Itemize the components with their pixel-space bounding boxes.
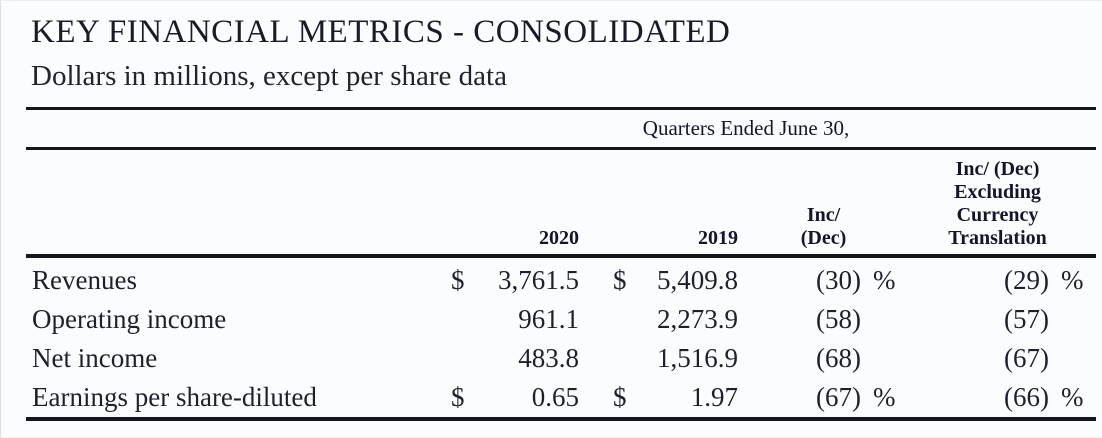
percent-sign: % [873, 265, 896, 295]
currency-symbol-2019: $ [613, 378, 643, 421]
value-excl-currency: (57) [1004, 304, 1049, 334]
column-header-inc-dec-excluding-currency: Inc/ (Dec) Excluding Currency Translatio… [946, 148, 1097, 258]
column-gap [906, 148, 946, 258]
financial-metrics-table: Quarters Ended June 30, 2020 2019 Inc/ (… [26, 107, 1097, 421]
column-header-2020: 2020 [451, 148, 579, 258]
percent-sign [861, 339, 906, 378]
table-column-header-row: 2020 2019 Inc/ (Dec) Inc/ (Dec) Excludin… [26, 148, 1097, 258]
table-row-earnings-per-share-diluted: Earnings per share-diluted $ 0.65 $ 1.97… [26, 378, 1097, 421]
cell-gap [906, 339, 946, 378]
column-header-spacer [26, 148, 451, 258]
column-gap [738, 148, 786, 258]
page-subtitle: Dollars in millions, except per share da… [31, 60, 507, 92]
group-header-quarters-ended: Quarters Ended June 30, [451, 108, 1097, 150]
value-excl-currency: (29) [1004, 265, 1049, 295]
currency-symbol-2020 [451, 339, 481, 378]
value-2019: 1.97 [643, 378, 738, 421]
value-2019: 5,409.8 [657, 265, 738, 295]
row-label: Net income [32, 343, 158, 373]
cell-gap [579, 339, 613, 378]
cell-gap [906, 378, 946, 421]
value-inc-dec: (30) [816, 265, 861, 295]
currency-symbol-2020 [451, 300, 481, 339]
column-header-inc-dec: Inc/ (Dec) [786, 148, 906, 258]
cell-gap [738, 256, 786, 300]
currency-symbol-2019 [613, 339, 643, 378]
value-inc-dec: (68) [816, 343, 861, 373]
value-2020: 483.8 [518, 343, 579, 373]
percent-sign [1049, 300, 1096, 339]
column-header-2019: 2019 [613, 148, 738, 258]
cell-gap [579, 378, 613, 421]
value-2019: 1,516.9 [657, 343, 738, 373]
currency-symbol-2019 [613, 300, 643, 339]
table-row-net-income: Net income 483.8 1,516.9 (68) (67) [26, 339, 1096, 378]
page-title: KEY FINANCIAL METRICS - CONSOLIDATED [31, 14, 731, 50]
value-2020: 0.65 [481, 378, 579, 421]
row-label: Operating income [32, 304, 227, 334]
table-row-operating-income: Operating income 961.1 2,273.9 (58) (57) [26, 300, 1096, 339]
cell-gap [906, 256, 946, 300]
document-header: KEY FINANCIAL METRICS - CONSOLIDATED Dol… [1, 1, 1102, 97]
cell-gap [579, 300, 613, 339]
row-label: Earnings per share-diluted [26, 378, 451, 421]
currency-symbol-2020: $ [451, 378, 481, 421]
percent-sign: % [1049, 378, 1097, 421]
column-gap [579, 148, 613, 258]
percent-sign [1049, 339, 1096, 378]
currency-symbol-2019: $ [613, 265, 627, 295]
value-excl-currency: (67) [1004, 343, 1049, 373]
group-header-spacer [26, 108, 451, 150]
value-excl-currency: (66) [946, 378, 1049, 421]
value-2020: 961.1 [518, 304, 579, 334]
cell-gap [738, 339, 786, 378]
cell-gap [906, 300, 946, 339]
value-inc-dec: (58) [816, 304, 861, 334]
row-label: Revenues [32, 265, 137, 295]
currency-symbol-2020: $ [451, 265, 465, 295]
value-inc-dec: (67) [786, 378, 861, 421]
percent-sign: % [1061, 265, 1084, 295]
value-2020: 3,761.5 [498, 265, 579, 295]
value-2019: 2,273.9 [657, 304, 738, 334]
cell-gap [579, 256, 613, 300]
cell-gap [738, 300, 786, 339]
table-group-header-row: Quarters Ended June 30, [26, 108, 1097, 150]
table-row-revenues: Revenues $ 3,761.5 $ 5,409.8 (30) % (29)… [26, 256, 1096, 300]
cell-gap [738, 378, 786, 421]
percent-sign [861, 300, 906, 339]
percent-sign: % [861, 378, 906, 421]
